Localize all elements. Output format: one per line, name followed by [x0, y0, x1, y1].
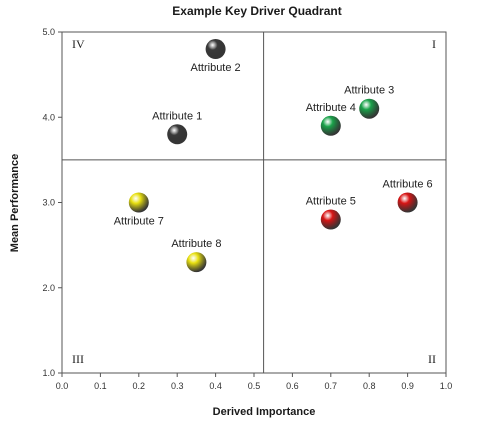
plot-frame — [61, 31, 447, 374]
y-tick-label: 4.0 — [42, 112, 55, 122]
data-point-6 — [397, 192, 418, 213]
data-points: Attribute 1 Attribute 2 Attribute 3 Attribu… — [114, 39, 433, 273]
data-point-label-4: Attribute 4 — [306, 102, 356, 114]
y-axis-label: Mean Performance — [9, 154, 21, 252]
x-tick-label: 0.8 — [363, 381, 376, 391]
quadrant-label-ii: II — [428, 352, 436, 366]
quadrant-label-iii: III — [72, 352, 84, 366]
data-point-1 — [167, 124, 188, 145]
y-tick-label: 5.0 — [42, 27, 55, 37]
data-point-label-7: Attribute 7 — [114, 216, 164, 228]
data-point-3 — [359, 98, 380, 119]
x-tick-label: 0.4 — [209, 381, 222, 391]
x-axis-ticks: 0.0 0.1 0.2 0.3 0.4 0.5 0.6 0.7 0.8 0.9 1.0 — [56, 373, 453, 391]
data-point-4 — [320, 115, 341, 136]
x-tick-label: 0.0 — [56, 381, 69, 391]
y-tick-label: 3.0 — [42, 198, 55, 208]
x-tick-label: 1.0 — [440, 381, 453, 391]
quadrant-label-iv: IV — [72, 37, 85, 51]
x-tick-label: 0.2 — [133, 381, 146, 391]
data-point-5 — [320, 209, 341, 230]
chart-title: Example Key Driver Quadrant — [172, 4, 341, 18]
x-tick-label: 0.6 — [286, 381, 299, 391]
data-point-label-2: Attribute 2 — [191, 62, 241, 74]
data-point-label-1: Attribute 1 — [152, 110, 202, 122]
data-point-7 — [128, 192, 149, 213]
quadrant-label-i: I — [432, 37, 436, 51]
x-tick-label: 0.1 — [94, 381, 107, 391]
x-tick-label: 0.5 — [248, 381, 261, 391]
x-tick-label: 0.3 — [171, 381, 184, 391]
data-point-label-6: Attribute 6 — [383, 179, 433, 191]
y-tick-label: 2.0 — [42, 283, 55, 293]
data-point-label-5: Attribute 5 — [306, 196, 356, 208]
y-axis-ticks: 1.0 2.0 3.0 4.0 5.0 — [42, 27, 62, 378]
data-point-8 — [186, 252, 207, 273]
x-tick-label: 0.9 — [401, 381, 414, 391]
x-axis-label: Derived Importance — [213, 406, 316, 418]
x-tick-label: 0.7 — [325, 381, 338, 391]
data-point-label-8: Attribute 8 — [171, 238, 221, 250]
data-point-label-3: Attribute 3 — [344, 85, 394, 97]
y-tick-label: 1.0 — [42, 368, 55, 378]
data-point-2 — [205, 39, 226, 60]
